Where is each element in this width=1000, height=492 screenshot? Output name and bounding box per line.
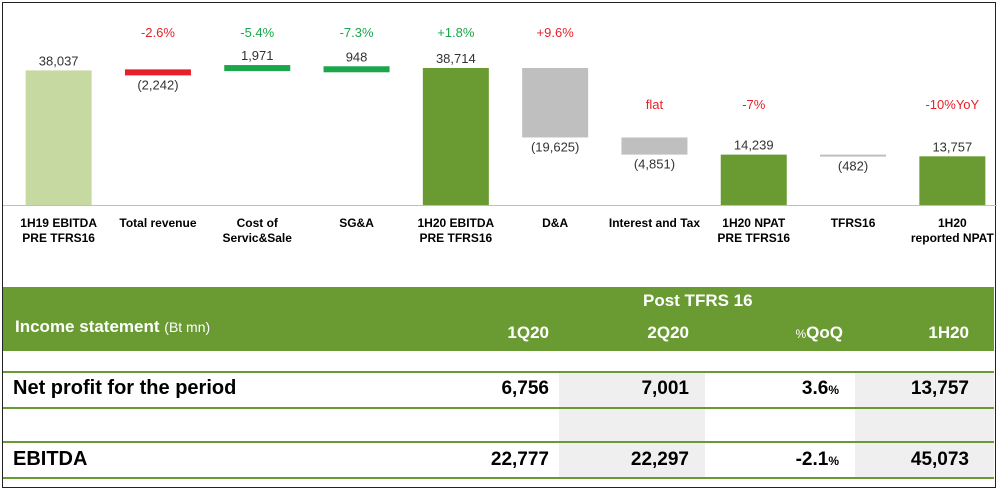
cell-ebitda-1q20: 22,777 [490,449,549,470]
data-label-2: (2,242) [137,77,178,92]
bar-4 [323,66,390,73]
column-header-2q20: 2Q20 [647,323,689,342]
category-label-2: Total revenue [119,216,196,230]
category-label-9: TFRS16 [831,216,876,230]
table-unit: (Bt mn) [164,319,211,335]
category-label-4: SG&A [339,216,374,230]
bar-3 [224,65,291,72]
cell-net-profit-1q20: 6,756 [501,378,549,399]
row-label-net-profit: Net profit for the period [13,377,237,399]
category-label-10: 1H20 [938,216,967,230]
bar-6 [522,68,589,138]
table-title: Income statement (Bt mn) [15,317,210,337]
category-label-3: Cost of [237,216,279,230]
cell-net-profit-qoq: 3.6% [743,378,839,400]
data-label-5: 38,714 [436,51,476,66]
row-divider [3,441,994,443]
category-label-10-line2: reported NPAT [911,231,995,245]
change-label-7: flat [646,97,664,112]
row-divider [3,407,994,409]
cell-ebitda-qoq: -2.1% [743,449,839,471]
cell-ebitda-1h20: 45,073 [910,449,969,470]
data-label-7: (4,851) [634,157,675,172]
change-label-10: -10%YoY [925,97,979,112]
data-label-8: 14,239 [734,138,774,153]
change-label-6: +9.6% [537,25,575,40]
category-label-8-line2: PRE TFRS16 [717,231,790,245]
category-label-7: Interest and Tax [609,216,700,230]
column-shade-1h20 [855,371,994,479]
data-label-4: 948 [346,49,368,64]
column-header-qoq-prefix: % [795,327,807,341]
row-divider [3,371,994,373]
cell-ebitda-qoq-unit: % [828,454,839,468]
change-label-4: -7.3% [340,25,374,40]
column-header-1q20: 1Q20 [507,323,549,342]
group-header: Post TFRS 16 [643,291,753,310]
table-title-text: Income statement [15,317,160,336]
category-label-3-line2: Servic&Sale [223,231,293,245]
cell-ebitda-2q20: 22,297 [630,449,689,470]
bar-2 [124,69,191,76]
bar-8 [720,154,787,205]
category-label-1: 1H19 EBITDA [20,216,97,230]
column-header-qoq-text: QoQ [806,323,843,342]
row-label-ebitda: EBITDA [13,448,88,470]
category-label-6: D&A [542,216,568,230]
data-label-1: 38,037 [39,53,79,68]
bar-7 [621,137,688,155]
data-label-6: (19,625) [531,139,579,154]
data-label-3: 1,971 [241,48,274,63]
cell-ebitda-qoq-value: -2.1 [795,449,829,470]
data-label-9: (482) [838,159,868,174]
row-divider [3,477,994,479]
bar-1 [25,70,92,205]
bar-10 [919,156,986,205]
cell-net-profit-2q20: 7,001 [641,378,689,399]
category-label-1-line2: PRE TFRS16 [22,231,95,245]
cell-net-profit-qoq-unit: % [828,383,839,397]
category-label-5-line2: PRE TFRS16 [420,231,493,245]
change-label-3: -5.4% [240,25,274,40]
bar-9 [820,154,887,157]
income-statement-table: Income statement (Bt mn) Post TFRS 16 1Q… [3,287,994,485]
bar-5 [422,68,489,205]
table-header: Income statement (Bt mn) Post TFRS 16 1Q… [3,287,994,351]
column-header-1h20: 1H20 [928,323,969,342]
change-label-2: -2.6% [141,25,175,40]
column-shade-2q20 [559,371,705,479]
cell-net-profit-1h20: 13,757 [910,378,969,399]
category-label-8: 1H20 NPAT [722,216,786,230]
column-header-qoq: %QoQ [763,323,843,343]
data-label-10: 13,757 [932,139,972,154]
category-label-5: 1H20 EBITDA [418,216,495,230]
change-label-5: +1.8% [437,25,475,40]
cell-net-profit-qoq-value: 3.6 [801,378,829,399]
change-label-8: -7% [742,97,766,112]
